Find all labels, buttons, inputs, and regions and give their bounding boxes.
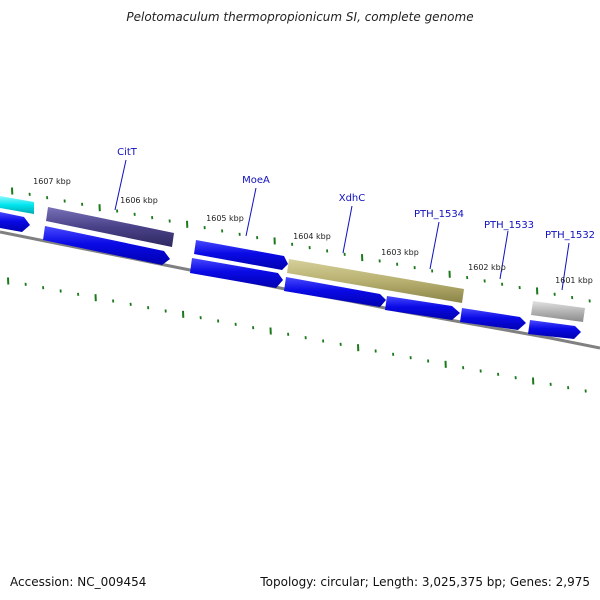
tick-label: 1606 kbp	[120, 196, 158, 205]
tick-label: 1604 kbp	[293, 232, 331, 241]
gene-label-leaders	[114, 159, 570, 291]
tick-label: 1603 kbp	[381, 248, 419, 257]
gene-label-pth1533: PTH_1533	[484, 220, 534, 231]
cds-arrow	[284, 277, 386, 307]
cds-arrow	[460, 308, 526, 330]
cds-arrow	[194, 240, 288, 270]
gene-label-moeA: MoeA	[242, 175, 270, 186]
gene-label-xdhC: XdhC	[339, 193, 366, 204]
tick-label: 1601 kbp	[555, 276, 593, 285]
inner-ticks	[7, 277, 587, 393]
cds-arrow	[190, 258, 283, 288]
cds-arrow	[0, 212, 30, 232]
cds-arrow	[43, 226, 170, 265]
cyan-feature	[0, 196, 34, 214]
gray-feature	[531, 301, 585, 322]
tick-label: 1602 kbp	[468, 263, 506, 272]
gene-label-pth1532: PTH_1532	[545, 230, 595, 241]
tick-label: 1607 kbp	[33, 177, 71, 186]
xdhC-feature	[287, 259, 464, 303]
tick-label: 1605 kbp	[206, 214, 244, 223]
cds-arrow	[385, 296, 460, 320]
scale-ticks	[11, 187, 591, 303]
topology-text: Topology: circular; Length: 3,025,375 bp…	[260, 575, 590, 589]
gene-label-pth1534: PTH_1534	[414, 209, 464, 220]
map-title: Pelotomaculum thermopropionicum SI, comp…	[126, 10, 474, 24]
citT-feature	[46, 207, 174, 247]
gene-label-citT: CitT	[117, 147, 138, 158]
cds-arrow	[528, 320, 581, 339]
accession-text: Accession: NC_009454	[10, 575, 147, 589]
